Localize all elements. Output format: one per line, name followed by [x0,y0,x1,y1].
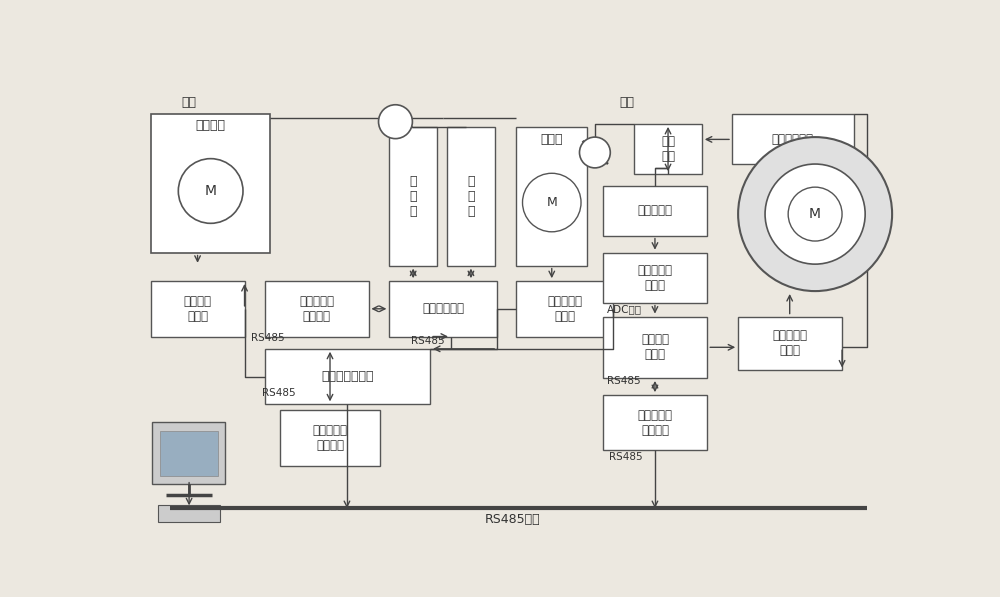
Bar [152,422,225,484]
Text: 单片机控
制机板: 单片机控 制机板 [641,333,669,361]
Text: 参数输入和
显示模块: 参数输入和 显示模块 [299,295,334,323]
Bar [389,127,437,266]
Bar [634,124,702,174]
Text: 参数输入和
显示模块: 参数输入和 显示模块 [313,424,348,452]
Text: 推辊电机
调节器: 推辊电机 调节器 [184,295,212,323]
Circle shape [788,187,842,241]
Bar [151,114,270,253]
Text: 排线控制模块: 排线控制模块 [772,133,814,146]
Text: M: M [205,184,217,198]
Text: RS485: RS485 [251,333,284,343]
Bar [603,316,707,378]
Circle shape [379,104,412,139]
Bar [265,349,430,404]
Bar [151,281,245,337]
Text: M: M [809,207,821,221]
Text: 智能温控模块: 智能温控模块 [422,302,464,315]
Text: RS485总线: RS485总线 [485,513,540,527]
Text: 模拟信号调
理电路: 模拟信号调 理电路 [638,264,673,291]
Circle shape [579,137,610,168]
Bar [738,316,842,370]
Text: 单片机控制机板: 单片机控制机板 [321,370,374,383]
Bar [516,281,613,337]
Bar [389,281,497,337]
Text: 收线: 收线 [619,96,634,109]
Text: M: M [546,196,557,209]
Text: 引导辊电机
调节器: 引导辊电机 调节器 [547,295,582,323]
Text: RS485: RS485 [609,452,642,461]
Text: 烘
干
炉: 烘 干 炉 [467,175,475,218]
Text: 收线盘电机
调节器: 收线盘电机 调节器 [773,330,808,358]
Text: 辅助推辊: 辅助推辊 [196,119,226,132]
Bar [280,411,380,466]
Bar [158,505,220,522]
Text: RS485: RS485 [411,336,444,346]
Circle shape [765,164,865,264]
Text: 参数输入和
显示模块: 参数输入和 显示模块 [638,409,673,437]
Text: 引导辊: 引导辊 [541,133,563,146]
Bar [603,186,707,236]
Text: 退
火
炉: 退 火 炉 [409,175,417,218]
Bar [603,253,707,303]
Text: 摆动
执行: 摆动 执行 [661,135,675,163]
Bar [732,114,854,164]
Text: 放线: 放线 [182,96,197,109]
Bar [516,127,587,266]
Bar [603,395,707,451]
Text: ADC通道: ADC通道 [607,304,642,314]
Bar [160,431,218,476]
Bar [447,127,495,266]
Text: RS485: RS485 [607,376,641,386]
Bar [265,281,369,337]
Circle shape [178,159,243,223]
Text: RS485: RS485 [262,389,296,399]
Circle shape [738,137,892,291]
Circle shape [523,173,581,232]
Text: 张力传感器: 张力传感器 [638,204,673,217]
